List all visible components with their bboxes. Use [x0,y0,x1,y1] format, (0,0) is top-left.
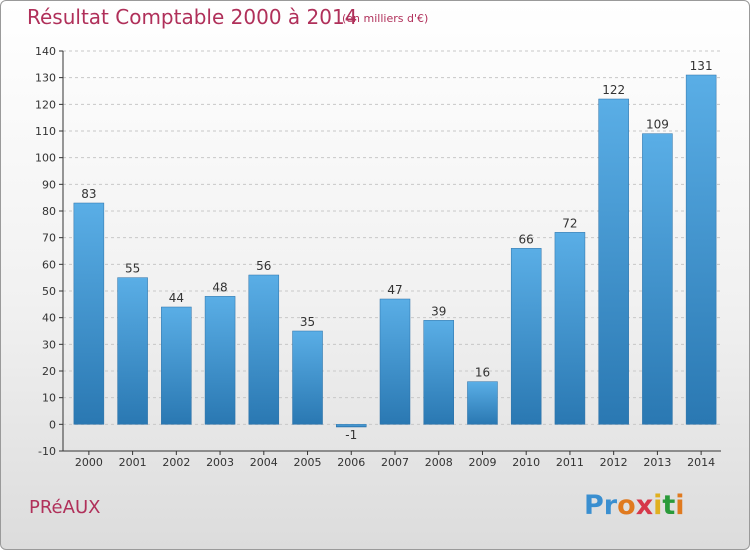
bar-2001 [117,277,148,425]
data-label-2001: 55 [125,262,140,276]
data-label-2004: 56 [256,259,271,273]
y-tick-label: 40 [42,312,56,325]
y-tick-label: 130 [35,72,56,85]
x-tick-label: 2014 [687,456,715,469]
bar-2013 [642,133,673,425]
x-tick-label: 2004 [250,456,278,469]
bar-2008 [423,320,454,425]
bar-2007 [379,298,411,425]
chart-subtitle: (en milliers d'€) [342,12,429,25]
data-label-2011: 72 [562,216,577,230]
logo-letter: r [603,490,618,521]
x-tick-label: 2009 [468,456,496,469]
x-tick-label: 2010 [512,456,540,469]
data-label-2006: -1 [345,428,357,442]
data-label-2012: 122 [602,83,625,97]
data-label-2005: 35 [300,315,315,329]
x-tick-label: 2012 [600,456,628,469]
bar-2000 [73,202,105,425]
y-tick-label: 100 [35,152,56,165]
bar-2012 [598,98,629,425]
data-label-2008: 39 [431,304,446,318]
logo-letter: t [662,490,676,521]
y-tick-label: -10 [38,445,56,458]
x-tick-label: 2011 [556,456,584,469]
y-tick-label: 60 [42,258,56,271]
logo-letter: x [635,490,654,521]
data-label-2000: 83 [81,187,96,201]
y-tick-label: 120 [35,98,56,111]
logo-letter: i [653,490,663,521]
data-label-2003: 48 [212,280,227,294]
commune-name: PRéAUX [29,497,101,518]
y-tick-label: 50 [42,285,56,298]
x-tick-label: 2000 [75,456,103,469]
data-label-2007: 47 [387,283,402,297]
x-tick-label: 2001 [119,456,147,469]
y-tick-label: 20 [42,365,56,378]
y-tick-label: 90 [42,178,56,191]
y-tick-label: 0 [49,418,56,431]
data-label-2013: 109 [646,118,669,132]
bar-2014 [685,74,717,425]
bar-2004 [248,274,280,425]
x-tick-label: 2002 [162,456,190,469]
data-label-2009: 16 [475,366,490,380]
logo-letter: o [617,490,636,521]
x-tick-label: 2007 [381,456,409,469]
x-tick-label: 2008 [425,456,453,469]
bar-2006 [336,424,367,428]
bar-2010 [510,248,542,425]
proxiti-logo: Proxiti [584,490,685,521]
y-tick-label: 30 [42,338,56,351]
y-tick-label: 70 [42,232,56,245]
chart-title: Résultat Comptable 2000 à 2014 [27,5,358,29]
bar-2011 [554,232,586,425]
logo-letter: i [675,490,685,521]
x-tick-label: 2006 [337,456,365,469]
data-label-2010: 66 [519,232,534,246]
y-tick-label: 10 [42,392,56,405]
x-tick-label: 2005 [294,456,322,469]
bar-2005 [292,330,323,425]
bar-2009 [467,381,498,425]
data-label-2014: 131 [690,59,713,73]
x-tick-label: 2003 [206,456,234,469]
bar-2003 [204,296,236,425]
x-tick-label: 2013 [643,456,671,469]
logo-letter: P [584,490,604,521]
y-tick-label: 80 [42,205,56,218]
y-tick-label: 110 [35,125,56,138]
data-label-2002: 44 [169,291,184,305]
bar-2002 [161,306,192,425]
y-tick-label: 140 [35,45,56,58]
